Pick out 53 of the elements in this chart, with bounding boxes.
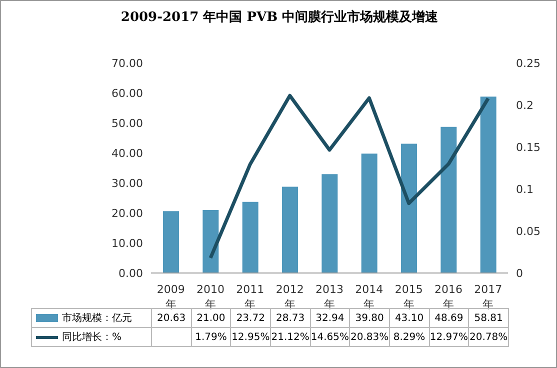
chart-title: 2009-2017 年中国 PVB 中间膜行业市场规模及增速 — [120, 8, 440, 26]
data-label: 20.63 — [157, 312, 186, 324]
y2-tick-label: 0.15 — [516, 140, 540, 154]
x-tick-label: 2011年 — [236, 283, 264, 311]
y2-tick-label: 0 — [516, 266, 523, 280]
y2-tick-label: 0.1 — [516, 182, 534, 196]
bar — [401, 144, 417, 273]
x-tick-label: 2013年 — [316, 283, 344, 311]
data-label: 48.69 — [434, 312, 464, 324]
bar — [202, 210, 219, 273]
data-label: 21.12% — [270, 328, 310, 346]
y2-tick-label: 0.05 — [516, 224, 540, 238]
data-label: 43.10 — [394, 312, 424, 324]
bar — [480, 96, 496, 273]
x-tick-label: 2012年 — [276, 283, 304, 311]
data-label: 12.95% — [230, 328, 270, 346]
data-label: 14.65% — [310, 328, 350, 346]
data-label: 8.29% — [389, 328, 430, 346]
data-label: 20.83% — [350, 328, 390, 346]
data-label: 20.78% — [468, 328, 508, 346]
data-label: 1.79% — [191, 328, 231, 346]
bar — [242, 202, 258, 273]
data-label: 28.73 — [276, 312, 305, 324]
data-label: 32.94 — [316, 312, 344, 324]
y2-tick-label: 0.25 — [516, 56, 540, 70]
data-label: 39.80 — [355, 312, 384, 324]
y-tick-label: 50.00 — [112, 116, 143, 130]
x-tick-label: 2014年 — [355, 283, 384, 311]
y-tick-label: 0.00 — [118, 266, 143, 280]
data-label: 12.97% — [429, 328, 469, 346]
y-tick-label: 30.00 — [112, 176, 143, 190]
x-tick-label: 2016年 — [434, 283, 462, 311]
x-tick-label: 2017年 — [474, 283, 502, 311]
legend-label: 同比增长：% — [32, 328, 152, 346]
bar — [361, 154, 378, 273]
y-tick-label: 20.00 — [112, 206, 143, 220]
bar — [282, 186, 298, 273]
y2-tick-label: 0.2 — [516, 98, 534, 112]
y-tick-label: 10.00 — [112, 236, 143, 250]
data-label: 21.00 — [196, 312, 226, 324]
line-series — [208, 94, 490, 260]
x-tick-label: 2015年 — [394, 283, 423, 311]
x-tick-label: 2010年 — [196, 283, 224, 311]
y-tick-label: 40.00 — [112, 146, 143, 160]
x-tick-label: 2009年 — [156, 283, 185, 311]
bar — [163, 211, 179, 273]
data-label: 58.81 — [474, 312, 503, 324]
legend-label: 市场规模：亿元 — [32, 308, 152, 328]
bar — [440, 126, 457, 273]
bar — [322, 174, 338, 273]
y-tick-label: 70.00 — [112, 56, 143, 70]
data-label: 23.72 — [236, 312, 265, 324]
y-tick-label: 60.00 — [112, 86, 143, 100]
